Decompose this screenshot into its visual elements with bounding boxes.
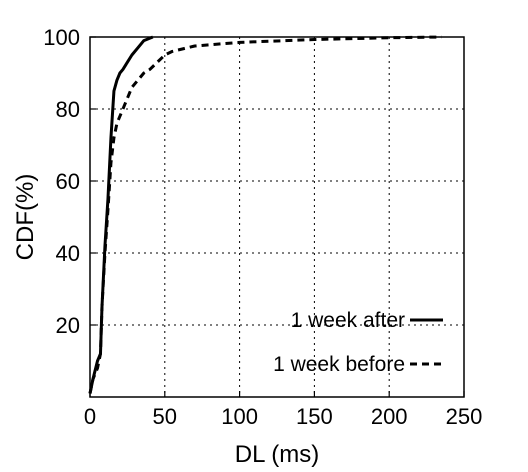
x-axis-title: DL (ms) [235, 441, 319, 468]
y-tick-label: 60 [56, 169, 80, 194]
series-line-before [88, 35, 442, 394]
y-axis-title: CDF(%) [12, 174, 39, 261]
y-tick-label: 40 [56, 241, 80, 266]
grid-lines [90, 37, 464, 397]
plot-frame [89, 36, 465, 398]
y-tick-label: 100 [43, 25, 80, 50]
axis-ticks: 0 50 100 150 200 250 20 40 60 80 100 [43, 25, 482, 429]
y-tick-label: 20 [56, 313, 80, 338]
x-tick-label: 0 [84, 404, 96, 429]
series-lines [88, 35, 442, 394]
x-tick-label: 200 [371, 404, 408, 429]
x-tick-label: 100 [221, 404, 258, 429]
legend: 1 week after 1 week before [273, 309, 443, 376]
legend-label-before: 1 week before [273, 353, 405, 376]
y-tick-label: 80 [56, 97, 80, 122]
x-tick-label: 250 [446, 404, 483, 429]
x-tick-label: 50 [153, 404, 177, 429]
legend-label-after: 1 week after [291, 309, 405, 332]
x-tick-label: 150 [296, 404, 333, 429]
